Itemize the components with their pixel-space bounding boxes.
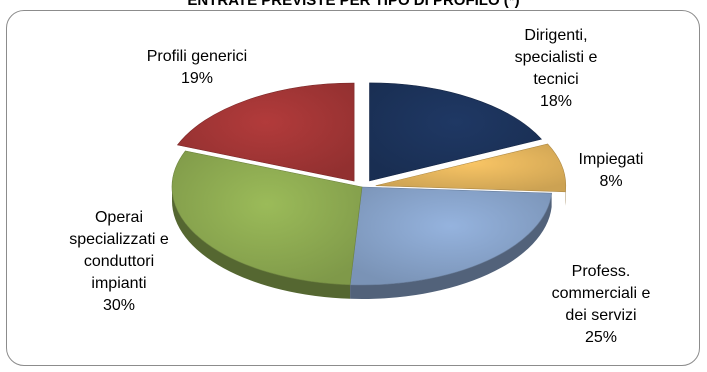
pie-slice — [349, 186, 552, 286]
chart-title: ENTRATE PREVISTE PER TIPO DI PROFILO (*) — [187, 0, 520, 9]
slice-label: Impiegati 8% — [579, 151, 644, 190]
pie-slice — [375, 143, 567, 193]
pie-slice — [369, 82, 542, 182]
slice-label: Dirigenti, specialisti e tecnici 18% — [515, 27, 598, 110]
slice-label: Profili generici 19% — [147, 48, 247, 87]
pie-slice-side — [172, 187, 351, 299]
pie-slice — [171, 150, 363, 286]
pie-slice — [176, 82, 355, 182]
pie-slice-side — [350, 193, 552, 299]
slice-label: Operai specializzati e conduttori impianti 3… — [69, 209, 169, 314]
slice-label: Profess. commerciali e dei servizi 25% — [552, 263, 651, 346]
